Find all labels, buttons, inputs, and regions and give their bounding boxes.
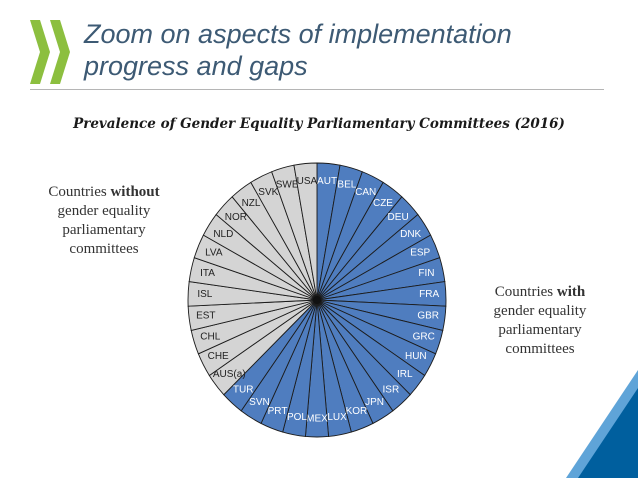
pie-label-lva: LVA [205,248,223,259]
pie-label-chl: CHL [200,331,220,342]
pie-label-usa: USA [297,176,318,187]
legend-with-text: gender equality parliamentary committees [493,303,587,357]
pie-label-ausa: AUS(a) [213,369,246,380]
pie-label-esp: ESP [410,248,430,259]
pie-label-nzl: NZL [242,198,261,209]
pie-label-mex: MEX [306,414,328,425]
pie-label-isl: ISL [197,289,212,300]
legend-without-keyword: without [110,184,160,200]
pie-label-che: CHE [208,351,229,362]
pie-label-can: CAN [355,187,376,198]
legend-with-keyword: with [556,284,586,300]
pie-label-irl: IRL [397,369,413,380]
pie-label-lux: LUX [327,412,347,423]
pie-label-gbr: GBR [417,311,439,322]
pie-label-prt: PRT [268,406,288,417]
title-divider [30,89,604,90]
pie-label-swe: SWE [276,180,299,191]
pie-label-isr: ISR [383,384,400,395]
legend-without-prefix: Countries [48,184,111,200]
slide-title: Zoom on aspects of implementation progre… [84,18,604,82]
pie-label-dnk: DNK [400,229,421,240]
pie-center-dot [313,296,321,304]
pie-label-kor: KOR [346,406,368,417]
pie-label-deu: DEU [388,212,409,223]
pie-label-svk: SVK [258,187,278,198]
pie-label-est: EST [196,311,215,322]
chart-title: Prevalence of Gender Equality Parliament… [73,116,565,132]
pie-slice-usa [293,162,318,301]
pie-label-tur: TUR [233,384,254,395]
pie-label-jpn: JPN [365,397,384,408]
oecd-chevrons-icon [30,20,70,84]
pie-label-nor: NOR [225,212,247,223]
pie-label-bel: BEL [337,180,356,191]
pie-label-svn: SVN [249,397,270,408]
pie-label-cze: CZE [373,198,393,209]
pie-label-pol: POL [287,412,307,423]
legend-with-prefix: Countries [494,284,557,300]
pie-label-aut: AUT [317,176,337,187]
legend-with: Countries with gender equality parliamen… [482,283,598,359]
pie-label-grc: GRC [413,331,435,342]
pie-label-hun: HUN [405,351,427,362]
pie-label-fra: FRA [419,289,439,300]
slide-title-line-2: progress and gaps [84,51,308,81]
slide-title-line-1: Zoom on aspects of implementation [84,19,512,49]
legend-without: Countries without gender equality parlia… [30,183,178,259]
pie-label-nld: NLD [213,229,233,240]
legend-without-text: gender equality parliamentary committees [57,203,151,257]
pie-label-ita: ITA [200,268,215,279]
pie-label-fin: FIN [418,268,434,279]
